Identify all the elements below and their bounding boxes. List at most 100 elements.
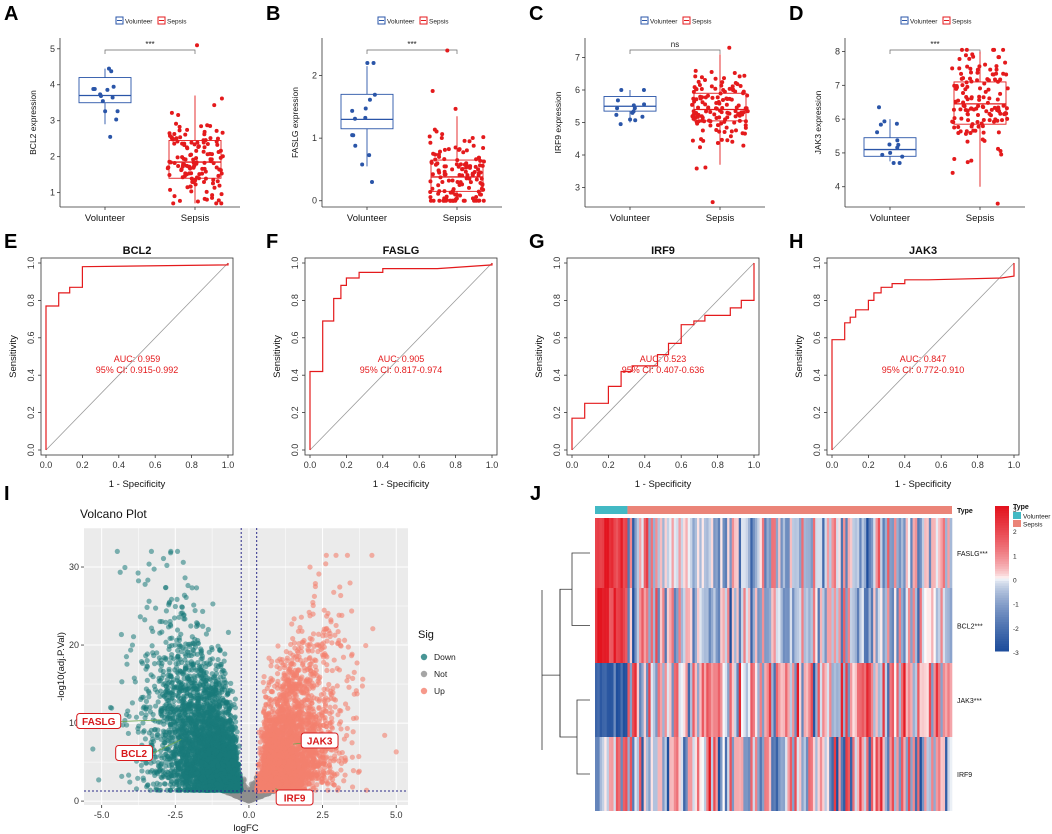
volcano-title: Volcano Plot bbox=[80, 507, 147, 521]
roc-panel-e: E BCL20.00.00.20.20.40.40.60.60.80.81.01.… bbox=[4, 231, 234, 490]
data-point bbox=[969, 70, 974, 75]
y-tick-label: 0.2 bbox=[26, 406, 36, 419]
data-point bbox=[959, 116, 964, 121]
data-point bbox=[350, 108, 355, 113]
diagonal-reference bbox=[831, 262, 1015, 451]
data-point bbox=[961, 100, 966, 105]
point-down bbox=[151, 566, 157, 572]
point-down bbox=[151, 661, 158, 667]
data-point bbox=[722, 119, 727, 124]
point-down bbox=[153, 605, 159, 611]
point-down bbox=[174, 627, 181, 633]
data-point bbox=[453, 145, 458, 150]
data-point bbox=[970, 52, 975, 57]
data-point bbox=[115, 109, 120, 114]
point-down bbox=[135, 775, 141, 781]
data-point bbox=[983, 62, 988, 67]
data-point bbox=[185, 146, 190, 151]
data-point bbox=[632, 106, 637, 111]
x-tick-label: 0.8 bbox=[971, 460, 984, 470]
y-tick-label: 1.0 bbox=[552, 257, 562, 270]
data-point bbox=[965, 64, 970, 69]
x-tick-label: 0.2 bbox=[862, 460, 875, 470]
data-point bbox=[981, 105, 986, 110]
data-point bbox=[733, 128, 738, 133]
data-point bbox=[727, 45, 732, 50]
data-point bbox=[957, 66, 962, 71]
data-point bbox=[215, 136, 220, 141]
point-not bbox=[247, 793, 253, 799]
data-point bbox=[895, 145, 900, 150]
y-tick-label: 1.0 bbox=[290, 257, 300, 270]
data-point bbox=[743, 125, 748, 130]
data-point bbox=[367, 153, 372, 158]
data-point bbox=[964, 95, 969, 100]
data-point bbox=[203, 176, 208, 181]
data-point bbox=[195, 140, 200, 145]
data-point bbox=[460, 173, 465, 178]
roc-panel-h: H JAK30.00.00.20.20.40.40.60.60.80.81.01.… bbox=[789, 231, 1020, 490]
data-point bbox=[175, 139, 180, 144]
data-point bbox=[457, 193, 462, 198]
data-point bbox=[957, 56, 962, 61]
data-point bbox=[713, 86, 718, 91]
y-tick-label: 0.2 bbox=[290, 406, 300, 419]
data-point bbox=[202, 129, 207, 134]
data-point bbox=[476, 189, 481, 194]
x-tick-label: Volunteer bbox=[347, 213, 387, 224]
point-down bbox=[203, 631, 210, 637]
data-point bbox=[170, 137, 175, 142]
plot-frame bbox=[566, 257, 760, 456]
data-point bbox=[960, 83, 965, 88]
data-point bbox=[952, 125, 957, 130]
data-point bbox=[443, 198, 448, 203]
data-point bbox=[708, 110, 713, 115]
data-point bbox=[439, 135, 444, 140]
data-point bbox=[465, 173, 470, 178]
data-point bbox=[700, 100, 705, 105]
data-point bbox=[453, 198, 458, 203]
data-point bbox=[212, 103, 217, 108]
y-axis-title: Sensitivity bbox=[272, 335, 283, 378]
data-point bbox=[694, 86, 698, 91]
point-down bbox=[119, 679, 125, 685]
point-down bbox=[144, 604, 150, 610]
data-point bbox=[961, 76, 966, 81]
y-tick-label: 5 bbox=[50, 44, 55, 54]
data-point bbox=[1004, 106, 1009, 111]
data-point bbox=[703, 165, 708, 170]
data-point bbox=[702, 77, 707, 82]
data-point bbox=[455, 158, 460, 163]
legend: Volunteer Sepsis bbox=[640, 16, 712, 26]
data-point bbox=[706, 105, 711, 110]
data-point bbox=[745, 93, 750, 98]
y-axis-title: IRF9 expression bbox=[553, 91, 563, 153]
data-point bbox=[481, 159, 486, 164]
data-point bbox=[709, 84, 714, 89]
data-point bbox=[463, 169, 468, 174]
data-point bbox=[176, 163, 181, 168]
data-point bbox=[700, 115, 705, 120]
legend-entry: Volunteer bbox=[910, 19, 938, 26]
data-point bbox=[894, 121, 899, 126]
data-point bbox=[454, 162, 459, 167]
data-point bbox=[950, 170, 955, 175]
data-point bbox=[215, 179, 220, 184]
data-point bbox=[977, 94, 982, 99]
point-down bbox=[135, 578, 142, 584]
data-point bbox=[462, 138, 467, 143]
data-point bbox=[218, 168, 223, 173]
data-point bbox=[741, 143, 746, 148]
data-point bbox=[969, 106, 974, 111]
roc-curve bbox=[831, 263, 1015, 450]
data-point bbox=[730, 84, 735, 89]
data-point bbox=[464, 148, 469, 153]
data-point bbox=[693, 116, 698, 121]
y-tick-label: 0.0 bbox=[552, 444, 562, 457]
data-point bbox=[477, 198, 482, 203]
data-point bbox=[172, 194, 177, 199]
point-down bbox=[126, 772, 132, 778]
data-point bbox=[698, 94, 703, 99]
data-point bbox=[440, 132, 445, 137]
